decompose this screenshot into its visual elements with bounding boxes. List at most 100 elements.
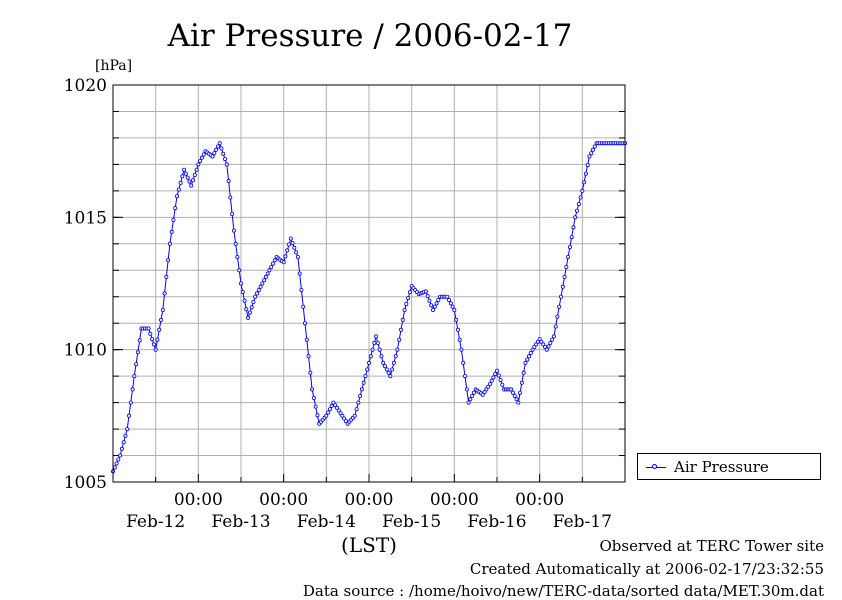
data-point xyxy=(311,395,316,400)
data-point xyxy=(148,331,153,336)
data-point xyxy=(215,144,220,149)
data-point xyxy=(302,321,307,326)
data-point xyxy=(459,347,464,352)
data-point xyxy=(263,274,268,279)
data-point xyxy=(331,400,336,405)
data-point xyxy=(116,457,121,462)
data-point xyxy=(564,264,569,269)
data-point xyxy=(382,364,387,369)
data-point xyxy=(539,339,544,344)
data-point xyxy=(228,195,233,200)
data-point xyxy=(336,408,341,413)
data-point xyxy=(436,297,441,302)
data-point xyxy=(178,180,183,185)
data-point xyxy=(559,294,564,299)
data-point xyxy=(379,354,384,359)
data-point xyxy=(235,254,240,259)
data-point xyxy=(242,298,247,303)
data-point xyxy=(185,175,190,180)
data-point xyxy=(290,241,295,246)
data-point xyxy=(491,375,496,380)
data-point xyxy=(231,228,236,233)
data-point xyxy=(230,211,235,216)
data-point xyxy=(585,163,590,168)
data-point xyxy=(130,387,135,392)
data-point xyxy=(432,304,437,309)
data-point xyxy=(270,261,275,266)
data-point xyxy=(446,297,451,302)
data-point xyxy=(327,407,332,412)
data-point xyxy=(135,350,140,355)
data-point xyxy=(368,354,373,359)
data-point xyxy=(498,378,503,383)
data-point xyxy=(294,250,299,255)
data-point xyxy=(324,413,329,418)
data-point xyxy=(365,367,370,372)
data-point xyxy=(527,354,532,359)
data-point xyxy=(146,326,151,331)
data-point xyxy=(356,400,361,405)
data-point xyxy=(199,155,204,160)
data-point xyxy=(281,260,286,265)
data-point xyxy=(125,427,130,432)
data-point xyxy=(388,374,393,379)
data-point xyxy=(543,344,548,349)
data-point xyxy=(222,157,227,162)
data-point xyxy=(366,360,371,365)
data-point xyxy=(244,307,249,312)
data-point xyxy=(407,290,412,295)
data-point xyxy=(238,281,243,286)
x-date-label: Feb-15 xyxy=(382,512,441,532)
x-date-label: Feb-13 xyxy=(211,512,270,532)
y-axis-unit-label: [hPa] xyxy=(95,58,132,74)
data-point xyxy=(583,171,588,176)
data-point xyxy=(192,172,197,177)
data-point xyxy=(187,179,192,184)
data-point xyxy=(386,370,391,375)
data-point xyxy=(486,384,491,389)
chart-title: Air Pressure / 2006-02-17 xyxy=(167,18,573,54)
data-point xyxy=(429,303,434,308)
y-tick-label: 1020 xyxy=(64,76,107,96)
tick-marks xyxy=(113,84,625,483)
data-point xyxy=(541,342,546,347)
data-point xyxy=(333,403,338,408)
data-point xyxy=(315,413,320,418)
data-point xyxy=(512,393,517,398)
x-time-label: 00:00 xyxy=(515,490,564,510)
data-point xyxy=(562,274,567,279)
data-point xyxy=(249,305,254,310)
data-point xyxy=(560,284,565,289)
data-point xyxy=(304,337,309,342)
data-point xyxy=(391,360,396,365)
data-point xyxy=(493,372,498,377)
data-point xyxy=(571,225,576,230)
data-point xyxy=(573,215,578,220)
data-point xyxy=(523,360,528,365)
x-axis-label: (LST) xyxy=(341,533,397,557)
data-point xyxy=(448,301,453,306)
data-point xyxy=(480,392,485,397)
data-point xyxy=(190,178,195,183)
data-point xyxy=(295,254,300,259)
data-point xyxy=(157,327,162,332)
data-point xyxy=(400,317,405,322)
x-time-label: 00:00 xyxy=(430,490,479,510)
y-tick-label: 1005 xyxy=(64,473,107,493)
chart-legend: Air Pressure xyxy=(637,453,821,480)
data-point xyxy=(359,387,364,392)
data-point xyxy=(164,274,169,279)
legend-marker-icon xyxy=(652,464,657,469)
data-point xyxy=(514,397,519,402)
data-point xyxy=(381,360,386,365)
data-point xyxy=(292,245,297,250)
data-point xyxy=(217,141,222,146)
y-tick-labels: 1005 1010 1015 1020 xyxy=(64,76,107,493)
data-point xyxy=(569,235,574,240)
data-point xyxy=(427,298,432,303)
data-point xyxy=(580,188,585,193)
series-layer xyxy=(111,141,628,474)
data-point xyxy=(169,229,174,234)
data-point xyxy=(534,342,539,347)
